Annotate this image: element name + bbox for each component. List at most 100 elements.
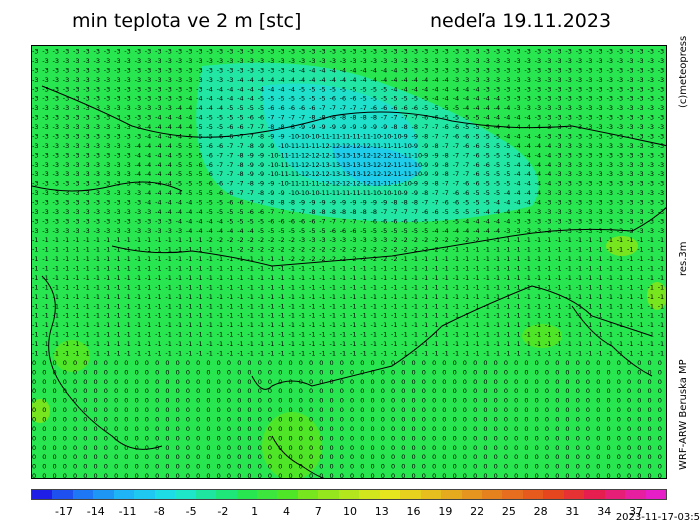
svg-text:0: 0	[576, 397, 580, 405]
svg-text:-1: -1	[196, 236, 202, 244]
svg-text:-4: -4	[432, 227, 438, 235]
svg-text:0: 0	[94, 406, 98, 414]
svg-text:0: 0	[176, 463, 180, 471]
svg-text:-5: -5	[289, 95, 295, 103]
svg-text:-5: -5	[422, 227, 428, 235]
svg-text:0: 0	[483, 387, 487, 395]
svg-text:-3: -3	[278, 66, 284, 74]
svg-text:-3: -3	[504, 85, 510, 93]
svg-text:0: 0	[555, 472, 559, 479]
svg-text:0: 0	[658, 387, 662, 395]
svg-text:-3: -3	[155, 95, 161, 103]
svg-text:-4: -4	[391, 66, 397, 74]
svg-text:-1: -1	[576, 255, 582, 263]
svg-text:0: 0	[494, 368, 498, 376]
svg-text:-1: -1	[268, 302, 274, 310]
svg-text:-3: -3	[648, 95, 654, 103]
svg-text:-1: -1	[607, 246, 613, 254]
svg-text:-1: -1	[278, 283, 284, 291]
svg-text:-5: -5	[360, 85, 366, 93]
svg-text:-7: -7	[360, 217, 366, 225]
svg-text:-5: -5	[299, 227, 305, 235]
svg-text:0: 0	[350, 378, 354, 386]
svg-text:0: 0	[535, 397, 539, 405]
svg-text:-3: -3	[186, 85, 192, 93]
svg-text:0: 0	[504, 368, 508, 376]
svg-text:-1: -1	[227, 274, 233, 282]
svg-text:0: 0	[145, 406, 149, 414]
svg-text:-11: -11	[278, 161, 289, 169]
svg-text:-4: -4	[494, 227, 500, 235]
svg-text:0: 0	[237, 472, 241, 479]
svg-text:-1: -1	[206, 255, 212, 263]
svg-text:-4: -4	[504, 114, 510, 122]
svg-text:0: 0	[412, 453, 416, 461]
svg-text:-11: -11	[360, 133, 371, 141]
svg-text:-1: -1	[596, 236, 602, 244]
svg-text:-1: -1	[627, 302, 633, 310]
svg-text:-1: -1	[83, 274, 89, 282]
svg-text:0: 0	[483, 444, 487, 452]
svg-text:0: 0	[309, 444, 313, 452]
svg-text:-3: -3	[63, 85, 69, 93]
svg-text:-1: -1	[135, 331, 141, 339]
svg-text:0: 0	[350, 387, 354, 395]
legend-color-swatch	[481, 490, 503, 499]
svg-text:0: 0	[145, 453, 149, 461]
svg-text:0: 0	[442, 434, 446, 442]
svg-text:0: 0	[545, 406, 549, 414]
svg-text:0: 0	[391, 463, 395, 471]
svg-text:0: 0	[258, 472, 262, 479]
svg-text:0: 0	[607, 397, 611, 405]
svg-text:0: 0	[42, 416, 46, 424]
svg-text:0: 0	[565, 425, 569, 433]
svg-text:-3: -3	[617, 48, 623, 56]
svg-text:-4: -4	[227, 227, 233, 235]
svg-text:-1: -1	[555, 236, 561, 244]
svg-text:-1: -1	[124, 246, 130, 254]
svg-text:-3: -3	[514, 104, 520, 112]
svg-text:0: 0	[524, 472, 528, 479]
svg-text:-3: -3	[53, 180, 59, 188]
svg-text:-3: -3	[442, 66, 448, 74]
svg-text:-1: -1	[524, 265, 530, 273]
svg-text:-3: -3	[658, 151, 664, 159]
svg-text:-3: -3	[165, 95, 171, 103]
svg-text:-11: -11	[391, 161, 402, 169]
svg-text:0: 0	[268, 463, 272, 471]
border-line	[41, 275, 163, 450]
svg-text:0: 0	[627, 406, 631, 414]
svg-text:-6: -6	[268, 217, 274, 225]
svg-text:-1: -1	[237, 255, 243, 263]
svg-text:-1: -1	[73, 312, 79, 320]
svg-text:-3: -3	[545, 48, 551, 56]
svg-text:-12: -12	[299, 151, 310, 159]
svg-text:-4: -4	[545, 170, 551, 178]
svg-text:0: 0	[627, 434, 631, 442]
svg-text:-9: -9	[422, 180, 428, 188]
svg-text:-1: -1	[73, 340, 79, 348]
svg-text:0: 0	[412, 368, 416, 376]
svg-text:-3: -3	[586, 85, 592, 93]
svg-text:-3: -3	[145, 76, 151, 84]
svg-text:-4: -4	[504, 104, 510, 112]
svg-text:-1: -1	[535, 340, 541, 348]
svg-text:0: 0	[545, 425, 549, 433]
svg-text:0: 0	[648, 463, 652, 471]
svg-text:0: 0	[412, 387, 416, 395]
svg-text:0: 0	[442, 472, 446, 479]
svg-text:-3: -3	[555, 114, 561, 122]
svg-text:-9: -9	[401, 189, 407, 197]
svg-text:0: 0	[442, 378, 446, 386]
svg-text:-1: -1	[565, 293, 571, 301]
svg-text:-3: -3	[648, 104, 654, 112]
svg-text:-3: -3	[565, 123, 571, 131]
svg-text:-1: -1	[565, 350, 571, 358]
svg-text:-6: -6	[442, 123, 448, 131]
svg-text:-1: -1	[268, 321, 274, 329]
svg-text:0: 0	[350, 444, 354, 452]
svg-text:0: 0	[278, 444, 282, 452]
svg-text:0: 0	[473, 444, 477, 452]
svg-text:-3: -3	[596, 133, 602, 141]
svg-text:0: 0	[391, 406, 395, 414]
